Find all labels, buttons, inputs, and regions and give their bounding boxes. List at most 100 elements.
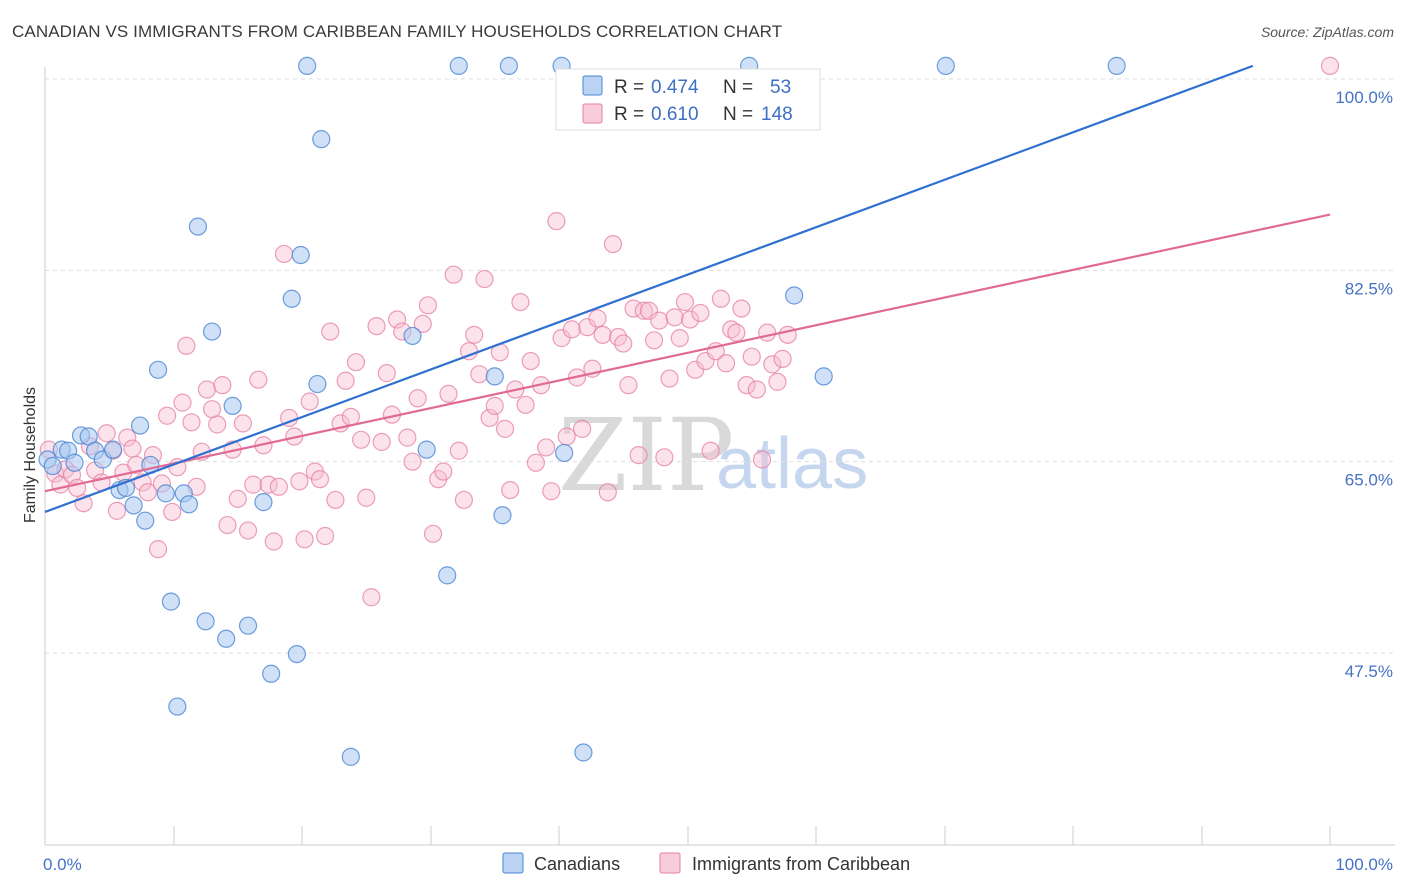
- caribbean-point: [742, 347, 761, 366]
- canadians-point: [485, 367, 504, 386]
- caribbean-point: [202, 400, 222, 419]
- caribbean-point: [650, 311, 669, 330]
- caribbean-point: [357, 488, 376, 507]
- caribbean-point: [269, 477, 288, 496]
- caribbean-point: [542, 482, 561, 501]
- caribbean-point: [321, 322, 340, 341]
- caribbean-point: [444, 265, 463, 284]
- legend-r-value-2: 0.610: [651, 104, 699, 125]
- canadians-point: [438, 566, 457, 585]
- caribbean-point: [290, 472, 309, 491]
- caribbean-point: [413, 314, 432, 334]
- legend-r-value-1: 0.474: [651, 77, 699, 98]
- y-tick-labels: 100.0% 82.5% 65.0% 47.5%: [1335, 88, 1393, 681]
- legend-n-value-2: 148: [761, 104, 793, 125]
- caribbean-point: [336, 371, 355, 390]
- caribbean-point: [346, 353, 366, 372]
- caribbean-point: [516, 395, 535, 414]
- legend-swatch-caribbean: [582, 103, 603, 124]
- bottom-legend: Canadians Immigrants from Caribbean: [502, 852, 910, 874]
- caribbean-point: [326, 490, 345, 510]
- legend-r-label-2: R =: [614, 104, 644, 125]
- caribbean-point: [197, 380, 217, 399]
- watermark-zip: ZIP: [558, 397, 734, 514]
- caribbean-point: [644, 331, 664, 350]
- caribbean-point: [138, 483, 157, 502]
- legend-n-value-1: 53: [770, 77, 791, 98]
- canadians-point: [574, 743, 593, 762]
- caribbean-point: [501, 480, 520, 500]
- caribbean-point: [495, 419, 515, 438]
- caribbean-point: [711, 289, 731, 308]
- canadians-point: [308, 374, 327, 394]
- caribbean-point: [387, 310, 407, 329]
- caribbean-point: [218, 515, 237, 535]
- caribbean-point: [408, 389, 427, 408]
- caribbean-point: [521, 351, 540, 371]
- y-axis-title: Family Households: [22, 387, 39, 523]
- caribbean-point: [238, 521, 258, 540]
- caribbean-point: [274, 244, 294, 264]
- canadians-point: [156, 484, 175, 503]
- caribbean-point: [557, 427, 576, 446]
- canadians-point: [287, 644, 306, 664]
- caribbean-point: [300, 392, 319, 411]
- caribbean-point: [157, 406, 177, 425]
- caribbean-point: [475, 269, 494, 289]
- legend-box: R = 0.474 N = 53 R = 0.610 N = 148: [555, 68, 821, 131]
- canadians-point: [936, 56, 955, 75]
- legend-r-label-1: R =: [614, 77, 644, 98]
- caribbean-point: [470, 365, 489, 384]
- caribbean-point: [691, 303, 710, 323]
- caribbean-point: [547, 212, 566, 231]
- caribbean-point: [603, 234, 623, 254]
- bottom-legend-label-canadians: Canadians: [534, 854, 620, 874]
- caribbean-point: [722, 320, 741, 339]
- caribbean-point: [763, 355, 782, 374]
- caribbean-point: [264, 532, 283, 551]
- caribbean-point: [249, 370, 268, 389]
- caribbean-point: [727, 323, 746, 342]
- caribbean-points: [39, 56, 1340, 607]
- caribbean-point: [675, 292, 695, 312]
- caribbean-point: [465, 325, 484, 344]
- caribbean-point: [634, 301, 653, 320]
- caribbean-point: [655, 448, 674, 467]
- canadians-point: [291, 245, 310, 265]
- caribbean-point: [629, 446, 648, 465]
- caribbean-point: [511, 292, 530, 312]
- caribbean-point: [423, 524, 443, 543]
- caribbean-point: [434, 462, 453, 481]
- canadians-point: [161, 592, 181, 611]
- canadians-point: [403, 326, 422, 346]
- canadians-point: [499, 56, 518, 75]
- caribbean-point: [362, 588, 381, 607]
- x-tick-label-1: 100.0%: [1335, 855, 1393, 874]
- caribbean-point: [173, 393, 192, 412]
- caribbean-point: [439, 384, 458, 403]
- caribbean-point: [1320, 56, 1340, 75]
- caribbean-point: [97, 424, 116, 443]
- canadians-point: [130, 416, 150, 435]
- bottom-legend-swatch-caribbean: [659, 852, 681, 874]
- canadians-point: [202, 322, 222, 341]
- caribbean-point: [208, 415, 227, 434]
- caribbean-point: [418, 296, 438, 315]
- x-tick-labels: 0.0% 100.0%: [43, 855, 1393, 874]
- canadians-point: [223, 396, 242, 416]
- caribbean-point: [752, 450, 772, 469]
- y-tick-label-3: 47.5%: [1345, 662, 1393, 681]
- caribbean-point: [773, 349, 792, 368]
- canadians-point: [217, 629, 236, 648]
- bottom-legend-swatch-canadians: [502, 852, 524, 874]
- chart-source: Source: ZipAtlas.com: [1260, 24, 1394, 40]
- caribbean-point: [485, 396, 504, 416]
- caribbean-point: [593, 325, 612, 344]
- canadians-point: [282, 289, 301, 308]
- caribbean-point: [177, 336, 196, 355]
- canadians-point: [238, 616, 258, 635]
- canadians-point: [814, 367, 833, 386]
- caribbean-point: [562, 320, 581, 339]
- caribbean-point: [148, 540, 168, 559]
